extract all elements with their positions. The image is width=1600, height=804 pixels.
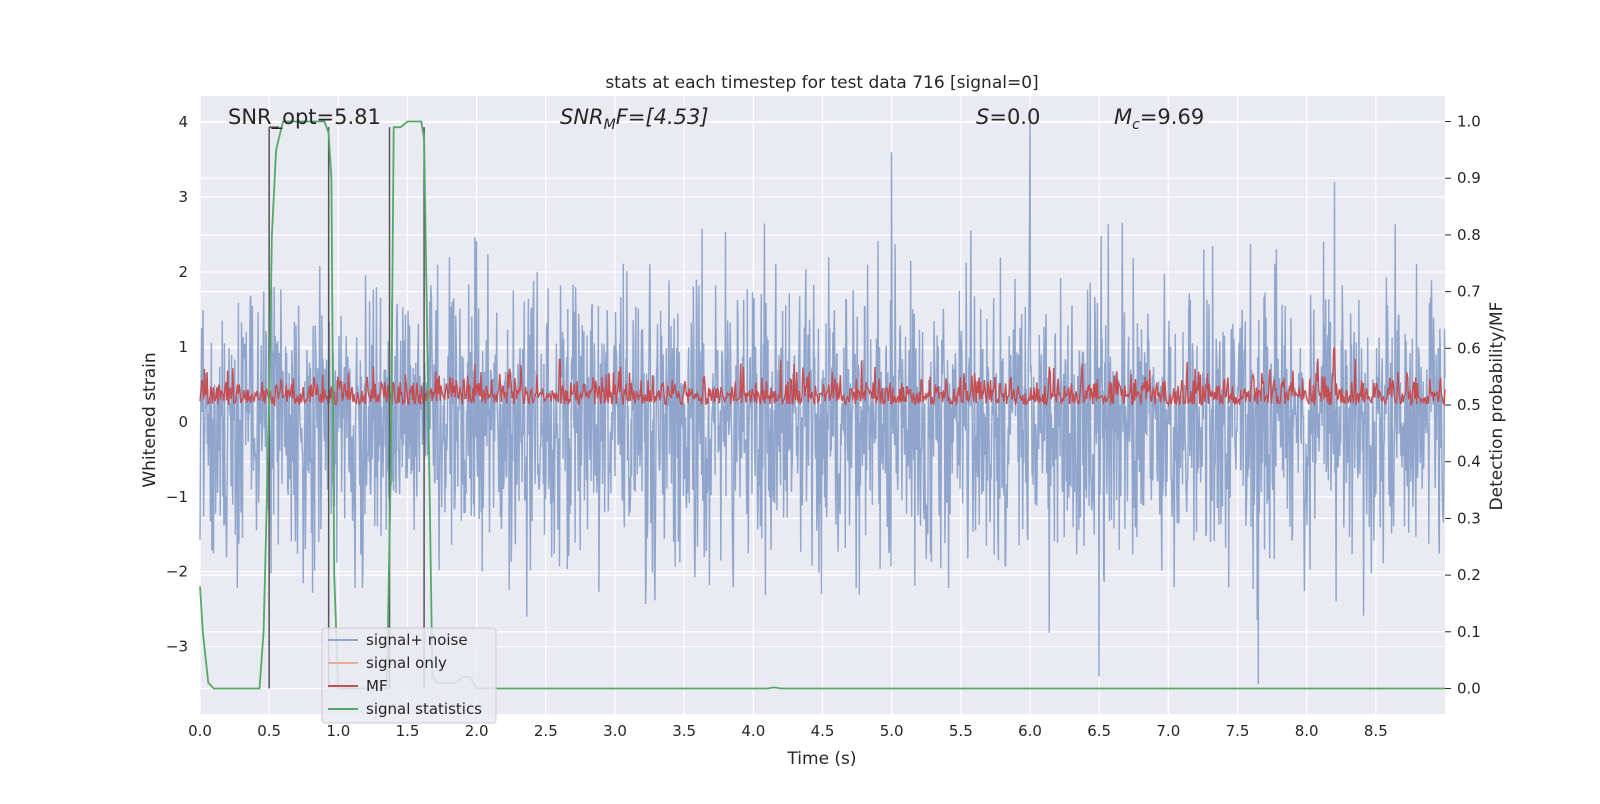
legend-label-signal-noise: signal+ noise	[366, 631, 468, 649]
mf-line	[199, 347, 1446, 408]
x-tick-label: 1.0	[326, 722, 350, 740]
annotation-snr-mf-sub: M	[604, 117, 616, 133]
y-axis-label: Whitened strain	[140, 352, 160, 487]
signal-noise-series	[199, 122, 1446, 685]
y-tick-label: 2	[178, 263, 188, 281]
legend-label-signal-only: signal only	[366, 654, 447, 672]
y2-tick-label: 0.0	[1457, 679, 1481, 697]
x-tick-label: 5.0	[880, 722, 904, 740]
x-axis-ticks: 0.0 0.5 1.0 1.5 2.0 2.5 3.0 3.5 4.0 4.5 5.0 5.5 6.0 6…	[188, 722, 1388, 740]
annotation-mc-tail: =9.69	[1140, 105, 1204, 129]
y2-tick-label: 0.4	[1457, 453, 1481, 471]
y2-tick-label: 0.9	[1457, 169, 1481, 187]
x-tick-label: 8.5	[1364, 722, 1388, 740]
x-tick-label: 6.5	[1087, 722, 1111, 740]
x-tick-label: 4.5	[811, 722, 835, 740]
y-tick-label: 0	[178, 413, 188, 431]
x-tick-label: 5.5	[949, 722, 973, 740]
x-axis-label: Time (s)	[786, 749, 856, 769]
y2-tick-label: 0.2	[1457, 566, 1481, 584]
annotation-s-tail: =0.0	[989, 105, 1040, 129]
signal-noise-line	[199, 122, 1446, 685]
x-tick-label: 3.5	[672, 722, 696, 740]
y2-tick-label: 0.8	[1457, 226, 1481, 244]
y2-axis-label: Detection probability/MF	[1487, 302, 1507, 511]
mf-series	[199, 347, 1446, 408]
legend-label-signal-statistics: signal statistics	[366, 700, 482, 718]
y-axis-ticks: −3 −2 −1 0 1 2 3 4	[166, 113, 188, 655]
y2-tick-label: 0.6	[1457, 339, 1481, 357]
legend-box	[321, 627, 497, 724]
chart-title: stats at each timestep for test data 716…	[605, 73, 1038, 93]
annotation-mc-sub: c	[1132, 117, 1140, 133]
x-tick-label: 7.0	[1156, 722, 1180, 740]
x-tick-label: 1.5	[396, 722, 420, 740]
x-tick-label: 2.5	[534, 722, 558, 740]
annotation-s-base: S	[976, 105, 989, 129]
x-tick-label: 4.0	[741, 722, 765, 740]
annotation-snr-mf-base: SNR	[560, 105, 604, 129]
annotation-snr-opt: SNR_opt=5.81	[228, 105, 381, 130]
y2-tick-label: 0.7	[1457, 283, 1481, 301]
x-tick-label: 0.0	[188, 722, 212, 740]
y-tick-label: 1	[178, 338, 188, 356]
y-tick-label: −3	[166, 638, 188, 656]
annotation-snr-mf-tail: F=[4.53]	[616, 105, 709, 129]
y2-tick-label: 1.0	[1457, 113, 1481, 131]
legend-label-mf: MF	[366, 677, 388, 695]
y2-axis-ticks: 0.0 0.1 0.2 0.3 0.4 0.5 0.6 0.7 0.8 0.9 1.0	[1445, 113, 1481, 697]
x-tick-label: 3.0	[603, 722, 627, 740]
annotation-s: S=0.0	[976, 105, 1040, 129]
signal-statistics-series	[199, 120, 1445, 690]
y-tick-label: −1	[166, 488, 188, 506]
x-tick-label: 8.0	[1295, 722, 1319, 740]
annotation-mc-base: M	[1114, 105, 1132, 129]
x-tick-label: 6.0	[1018, 722, 1042, 740]
legend: signal+ noise signal only MF signal stat…	[321, 627, 497, 724]
x-tick-label: 7.5	[1226, 722, 1250, 740]
annotation-snr-mf: SNRMF=[4.53]	[560, 105, 709, 133]
y-tick-label: 4	[178, 113, 188, 131]
y2-tick-label: 0.5	[1457, 396, 1481, 414]
signal-statistics-line	[199, 120, 1445, 690]
x-tick-label: 2.0	[465, 722, 489, 740]
y2-tick-label: 0.3	[1457, 509, 1481, 527]
x-tick-label: 0.5	[257, 722, 281, 740]
y-tick-label: −2	[166, 563, 188, 581]
annotation-mc: Mc=9.69	[1114, 105, 1204, 133]
y2-tick-label: 0.1	[1457, 623, 1481, 641]
y-tick-label: 3	[178, 188, 188, 206]
